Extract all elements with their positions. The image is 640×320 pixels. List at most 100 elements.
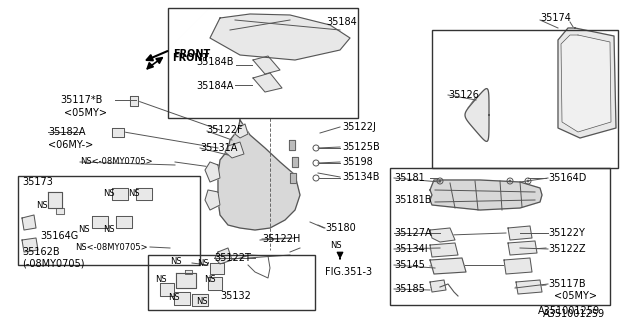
Text: (-08MY0705): (-08MY0705) (22, 259, 84, 269)
Polygon shape (235, 124, 248, 138)
Text: NS: NS (204, 275, 216, 284)
Text: 35184B: 35184B (196, 57, 234, 67)
Polygon shape (116, 216, 132, 228)
Polygon shape (92, 216, 108, 228)
Polygon shape (130, 96, 138, 106)
Text: 35164G: 35164G (40, 231, 78, 241)
Polygon shape (504, 258, 532, 274)
Text: <05MY>: <05MY> (64, 108, 107, 118)
Text: 35132: 35132 (220, 291, 251, 301)
Text: 35185: 35185 (394, 284, 425, 294)
Text: NS<-08MY0705>: NS<-08MY0705> (75, 243, 148, 252)
Polygon shape (561, 35, 611, 132)
Polygon shape (205, 190, 220, 210)
Polygon shape (56, 208, 64, 214)
Text: 35125B: 35125B (342, 142, 380, 152)
Polygon shape (48, 192, 62, 208)
Circle shape (509, 180, 511, 182)
Text: <06MY->: <06MY-> (48, 140, 93, 150)
Polygon shape (253, 56, 280, 74)
Text: 35127A: 35127A (394, 228, 431, 238)
Text: 35134I: 35134I (394, 244, 428, 254)
Polygon shape (465, 89, 489, 141)
Text: 35162B: 35162B (22, 247, 60, 257)
Text: 35134B: 35134B (342, 172, 380, 182)
Text: 35122T: 35122T (214, 253, 251, 263)
Text: 35122H: 35122H (262, 234, 300, 244)
Text: NS: NS (103, 189, 115, 198)
Text: NS: NS (36, 202, 47, 211)
Polygon shape (210, 14, 350, 60)
Text: 35117*B: 35117*B (60, 95, 102, 105)
Text: A351001259: A351001259 (543, 309, 605, 319)
Text: 35173: 35173 (22, 177, 53, 187)
Text: 35122J: 35122J (342, 122, 376, 132)
Polygon shape (205, 162, 220, 182)
Polygon shape (430, 180, 542, 210)
Text: 35184: 35184 (326, 17, 356, 27)
Polygon shape (430, 228, 455, 242)
Bar (432, 30, 618, 168)
Polygon shape (208, 277, 222, 290)
Polygon shape (112, 128, 124, 137)
Text: 35180: 35180 (325, 223, 356, 233)
Polygon shape (218, 120, 300, 230)
Text: 35117B: 35117B (548, 279, 586, 289)
Circle shape (527, 180, 529, 182)
Text: 35198: 35198 (342, 157, 372, 167)
Polygon shape (225, 142, 244, 158)
Text: A351001259: A351001259 (538, 306, 600, 316)
Polygon shape (215, 248, 232, 264)
Text: NS: NS (330, 242, 342, 251)
Text: 35145: 35145 (394, 260, 425, 270)
Polygon shape (112, 188, 128, 200)
Circle shape (439, 180, 441, 182)
Text: <05MY>: <05MY> (554, 291, 597, 301)
Polygon shape (176, 273, 196, 288)
Polygon shape (558, 28, 616, 138)
Polygon shape (430, 258, 466, 274)
Text: 35126: 35126 (448, 90, 479, 100)
Polygon shape (290, 173, 296, 183)
Text: 35184A: 35184A (196, 81, 234, 91)
Polygon shape (160, 283, 174, 296)
Text: NS: NS (103, 226, 115, 235)
Text: 35122F: 35122F (206, 125, 243, 135)
Text: FIG.351-3: FIG.351-3 (325, 267, 372, 277)
Text: NS: NS (170, 257, 182, 266)
Text: 35174: 35174 (540, 13, 571, 23)
Polygon shape (210, 263, 224, 274)
Polygon shape (136, 188, 152, 200)
Polygon shape (508, 226, 532, 240)
Text: 35164D: 35164D (548, 173, 586, 183)
Polygon shape (22, 215, 36, 230)
Text: NS: NS (78, 226, 90, 235)
Polygon shape (430, 243, 458, 257)
Polygon shape (508, 241, 537, 255)
Polygon shape (174, 292, 190, 305)
Polygon shape (292, 157, 298, 167)
Text: 35182A: 35182A (48, 127, 86, 137)
Text: NS: NS (128, 189, 140, 198)
Text: 35122Z: 35122Z (548, 244, 586, 254)
Polygon shape (192, 294, 208, 306)
Bar (390, 168, 610, 305)
Text: NS: NS (155, 275, 166, 284)
Polygon shape (253, 73, 282, 92)
Polygon shape (516, 280, 542, 294)
Text: 35181: 35181 (394, 173, 425, 183)
Text: NS: NS (196, 298, 207, 307)
Polygon shape (185, 270, 192, 274)
Text: 35122Y: 35122Y (548, 228, 585, 238)
Text: NS: NS (197, 259, 209, 268)
Bar (148, 255, 315, 310)
Polygon shape (430, 280, 446, 292)
Text: 35131A: 35131A (200, 143, 237, 153)
Text: NS<-08MY0705>: NS<-08MY0705> (80, 157, 152, 166)
Polygon shape (22, 238, 38, 252)
Polygon shape (289, 140, 295, 150)
Text: 35181B: 35181B (394, 195, 431, 205)
Bar (168, 8, 358, 118)
Text: NS: NS (168, 292, 180, 301)
Bar (18, 176, 200, 265)
